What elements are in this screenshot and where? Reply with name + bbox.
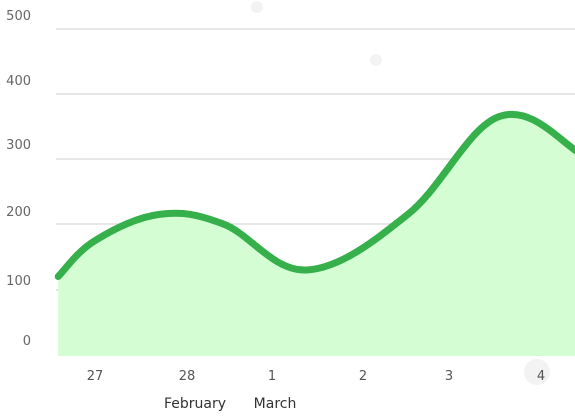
x-tick-label: 2: [359, 369, 367, 384]
x-tick-label: 3: [445, 369, 453, 384]
series-line: [54, 110, 575, 280]
y-tick-label: 200: [6, 205, 31, 220]
y-tick-label: 400: [6, 74, 31, 89]
x-tick-label: 4: [537, 369, 545, 384]
y-tick-label: 0: [23, 334, 31, 349]
y-tick-label: 100: [6, 274, 31, 289]
x-tick-label: 27: [87, 369, 104, 384]
area-fill: [58, 114, 575, 356]
month-labels: February March: [164, 396, 296, 412]
x-tick-label: 28: [179, 369, 196, 384]
y-tick-label: 300: [6, 138, 31, 153]
x-axis: 27 28 1 2 3 4: [87, 369, 545, 384]
y-tick-label: 500: [6, 9, 31, 24]
y-axis: 0 100 200 300 400 500: [6, 9, 31, 349]
x-tick-label: 1: [268, 369, 276, 384]
month-label: February: [164, 396, 226, 412]
month-label: March: [254, 396, 297, 412]
